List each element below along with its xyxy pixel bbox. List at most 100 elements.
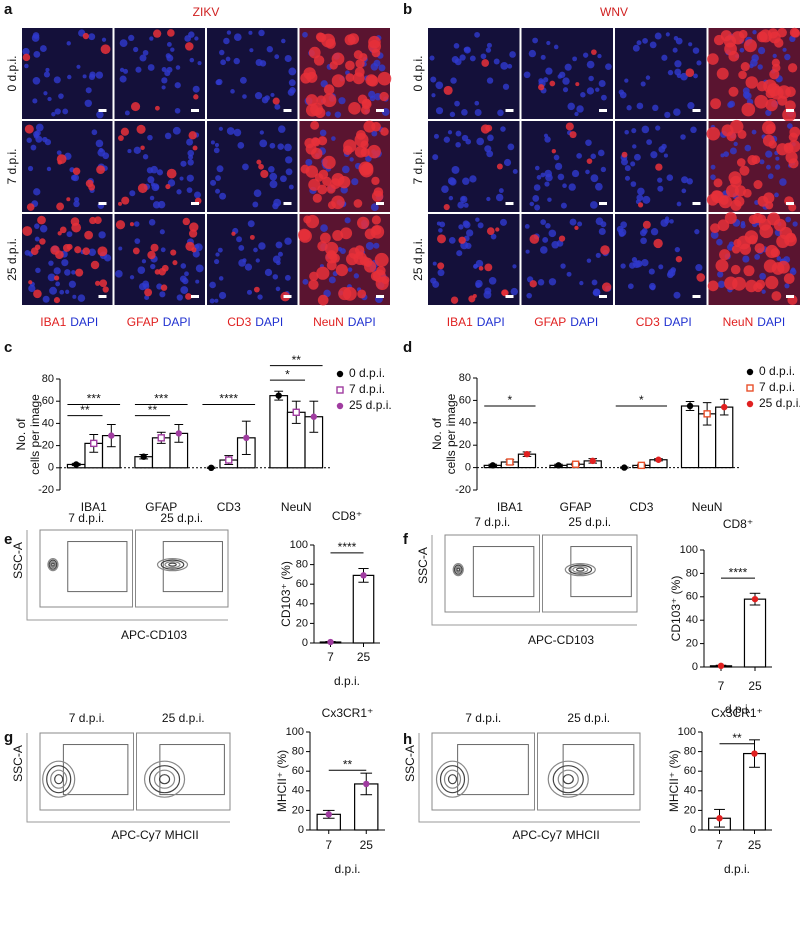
marker-cell	[66, 197, 71, 202]
marker-cell	[357, 216, 370, 230]
stain-label: IBA1	[447, 315, 473, 329]
flow-contour	[164, 561, 181, 569]
marker-cell	[59, 226, 67, 234]
marker-cell	[28, 280, 33, 285]
marker-cell	[161, 264, 169, 272]
dapi-nucleus	[142, 49, 149, 56]
dapi-nucleus	[170, 47, 175, 52]
marker-cell	[529, 234, 540, 244]
dapi-nucleus	[179, 176, 184, 181]
y-axis-label: No. of	[430, 417, 444, 450]
dapi-nucleus	[493, 58, 500, 65]
marker-cell	[53, 297, 61, 304]
marker-cell	[371, 176, 380, 186]
dapi-nucleus	[378, 64, 386, 72]
dapi-nucleus	[632, 44, 640, 52]
y-tick-label: 20	[686, 638, 698, 650]
micrograph	[298, 214, 390, 306]
dapi-nucleus	[500, 62, 509, 70]
y-tick-label: 80	[42, 373, 54, 385]
dapi-nucleus	[486, 77, 494, 84]
dapi-nucleus	[765, 109, 772, 116]
x-tick-label: GFAP	[560, 500, 592, 514]
flow-contour	[46, 765, 72, 794]
dapi-nucleus	[302, 278, 309, 285]
marker-cell	[356, 129, 366, 140]
dapi-nucleus	[502, 83, 510, 90]
y-axis-label: CD103⁺ (%)	[279, 561, 293, 627]
marker-cell	[33, 289, 42, 299]
flow-contour	[572, 566, 589, 574]
dapi-nucleus	[654, 32, 662, 40]
marker-cell	[744, 230, 759, 244]
y-tick-label: 0	[692, 661, 698, 673]
dapi-nucleus	[186, 174, 194, 182]
dapi-nucleus	[480, 53, 487, 60]
marker-cell	[360, 105, 371, 115]
y-tick-label: 0	[465, 462, 471, 474]
dapi-nucleus	[495, 193, 504, 202]
flow-plot	[542, 534, 638, 613]
bar	[352, 574, 375, 644]
dapi-nucleus	[553, 44, 559, 50]
dapi-nucleus	[164, 132, 172, 140]
x-axis-label: d.p.i.	[334, 674, 360, 688]
marker-cell	[131, 102, 141, 112]
dapi-nucleus	[156, 169, 164, 176]
dapi-nucleus	[66, 41, 71, 46]
y-tick-label: -20	[455, 484, 471, 496]
marker-cell	[185, 241, 195, 251]
marker-cell	[756, 31, 768, 43]
dapi-nucleus	[119, 39, 128, 48]
legend-label: 0 d.p.i.	[349, 366, 385, 380]
significance-label: ****	[729, 565, 748, 579]
dapi-nucleus	[242, 163, 249, 171]
dapi-nucleus	[284, 237, 292, 245]
micrograph	[428, 121, 520, 212]
micrograph	[22, 214, 113, 305]
marker-cell	[305, 94, 318, 107]
marker-cell	[82, 247, 91, 256]
marker-cell	[788, 140, 800, 153]
dapi-nucleus	[498, 188, 504, 194]
mean-marker	[637, 461, 646, 470]
stain-label: GFAP	[534, 315, 566, 329]
dapi-nucleus	[192, 85, 200, 93]
dapi-nucleus	[673, 291, 681, 299]
micrograph	[521, 121, 613, 212]
dapi-nucleus	[500, 126, 506, 132]
scale-bar	[283, 109, 292, 112]
dapi-nucleus	[540, 172, 546, 178]
dapi-nucleus	[759, 159, 765, 165]
marker-cell	[742, 188, 752, 198]
dapi-nucleus	[244, 263, 253, 271]
dapi-nucleus	[779, 178, 787, 186]
marker-cell	[170, 249, 177, 256]
marker-cell	[360, 147, 370, 158]
dapi-nucleus	[487, 134, 494, 142]
marker-cell	[621, 151, 628, 158]
dapi-nucleus	[209, 298, 215, 304]
stain-label: DAPI	[570, 315, 598, 329]
marker-cell	[322, 93, 337, 108]
dapi-nucleus	[548, 278, 557, 286]
dapi-nucleus	[242, 258, 247, 263]
dapi-nucleus	[548, 229, 557, 238]
micrograph	[615, 121, 707, 212]
marker-cell	[685, 68, 695, 77]
flow-contour	[435, 760, 470, 798]
dapi-nucleus	[469, 175, 477, 183]
marker-cell	[740, 62, 750, 72]
dapi-nucleus	[526, 292, 532, 299]
mean-marker	[721, 403, 728, 411]
micrograph	[428, 28, 520, 119]
flow-axes	[26, 530, 228, 621]
marker-cell	[762, 134, 775, 147]
dapi-nucleus	[225, 56, 231, 62]
dapi-nucleus	[253, 189, 262, 198]
row-label: 7 d.p.i.	[411, 148, 425, 184]
marker-cell	[777, 85, 791, 99]
scale-bar	[98, 202, 107, 205]
marker-cell	[637, 202, 644, 208]
dapi-nucleus	[742, 255, 750, 263]
